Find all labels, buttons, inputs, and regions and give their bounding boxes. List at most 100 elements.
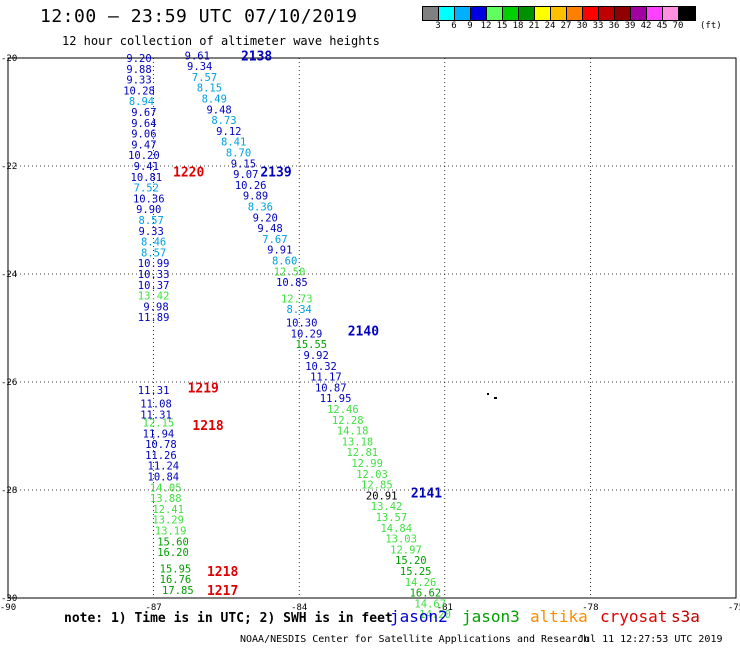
wave-height-value: 8.73 bbox=[211, 115, 236, 127]
wave-height-value: 13.29 bbox=[152, 515, 184, 527]
wave-height-value: 10.26 bbox=[235, 180, 267, 192]
wave-height-value: 12.73 bbox=[281, 293, 313, 305]
wave-height-value: 12.03 bbox=[356, 469, 388, 481]
wave-height-value: 10.28 bbox=[123, 85, 155, 97]
wave-height-value: 20.91 bbox=[366, 490, 398, 502]
wave-height-value: 11.31 bbox=[138, 385, 170, 397]
wave-height-value: 10.29 bbox=[291, 328, 323, 340]
track-label: 1220 bbox=[173, 165, 204, 180]
legend-label: 70 bbox=[672, 21, 684, 31]
wave-height-value: 10.78 bbox=[145, 439, 177, 451]
lon-tick-label: -75 bbox=[728, 603, 740, 613]
wave-height-value: 15.55 bbox=[296, 339, 328, 351]
wave-height-value: 9.89 bbox=[243, 191, 268, 203]
wave-height-value: 11.31 bbox=[140, 409, 172, 421]
wave-height-value: 10.84 bbox=[148, 472, 180, 484]
wave-height-value: 10.37 bbox=[138, 280, 170, 292]
wave-height-value: 9.88 bbox=[126, 64, 151, 76]
wave-height-value: 10.20 bbox=[128, 150, 160, 162]
legend-label: 3 bbox=[435, 21, 441, 31]
wave-height-value: 13.18 bbox=[342, 436, 374, 448]
wave-height-value: 14.18 bbox=[337, 426, 369, 438]
wave-height-value: 11.26 bbox=[145, 450, 177, 462]
wave-height-value: 12.15 bbox=[143, 418, 175, 430]
wave-height-value: 9.33 bbox=[139, 226, 164, 238]
wave-height-value: 9.47 bbox=[131, 139, 156, 151]
wave-height-value: 12.46 bbox=[327, 404, 359, 416]
legend-swatch bbox=[503, 7, 519, 20]
wave-height-value: 8.94 bbox=[129, 96, 154, 108]
wave-height-value: 9.48 bbox=[257, 223, 282, 235]
legend-swatch bbox=[551, 7, 567, 20]
wave-height-value: 9.34 bbox=[187, 61, 212, 73]
wave-height-value: 8.60 bbox=[272, 256, 297, 268]
wave-height-value: 11.89 bbox=[138, 312, 170, 324]
satellite-name: jason2 bbox=[390, 607, 448, 626]
wave-height-value: 12.41 bbox=[152, 504, 184, 516]
track-label: 2139 bbox=[260, 165, 291, 180]
wave-height-value: 10.33 bbox=[138, 269, 170, 281]
lon-tick-label: -81 bbox=[437, 603, 453, 613]
legend-label: 39 bbox=[624, 21, 636, 31]
wave-height-value: 9.98 bbox=[143, 301, 168, 313]
legend-swatch bbox=[439, 7, 455, 20]
satellite-name: altika bbox=[530, 607, 588, 626]
wave-height-value: 12.81 bbox=[346, 447, 378, 459]
lat-tick-label: -30 bbox=[1, 594, 17, 604]
wave-height-value: 11.94 bbox=[143, 428, 175, 440]
wave-height-value: 9.92 bbox=[304, 350, 329, 362]
wave-height-value: 16.20 bbox=[157, 547, 189, 559]
wave-height-value: 10.85 bbox=[276, 277, 308, 289]
wave-height-value: 9.07 bbox=[233, 169, 258, 181]
wave-height-value: 8.57 bbox=[139, 215, 164, 227]
wave-height-value: 8.34 bbox=[287, 304, 312, 316]
legend-swatch bbox=[679, 7, 695, 20]
legend-swatch bbox=[615, 7, 631, 20]
legend-label: 24 bbox=[544, 21, 556, 31]
wave-height-value: 15.60 bbox=[157, 536, 189, 548]
wave-height-value: 16.76 bbox=[160, 574, 192, 586]
wave-height-value: 9.67 bbox=[131, 107, 156, 119]
legend-swatch bbox=[535, 7, 551, 20]
wave-height-value: 9.20 bbox=[253, 212, 278, 224]
wave-height-value: 10.32 bbox=[305, 361, 337, 373]
wave-height-value: 8.41 bbox=[221, 137, 246, 149]
legend-swatch bbox=[567, 7, 583, 20]
wave-height-value: 10.99 bbox=[138, 258, 170, 270]
wave-height-value: 15.95 bbox=[160, 563, 192, 575]
legend-label: 30 bbox=[576, 21, 588, 31]
wave-height-value: 14.84 bbox=[380, 523, 412, 535]
track-label: 1218 bbox=[207, 565, 238, 580]
track-label: 2141 bbox=[411, 487, 442, 502]
lon-tick-label: -90 bbox=[0, 603, 16, 613]
wave-height-value: 8.15 bbox=[197, 83, 222, 95]
island-mark bbox=[494, 397, 497, 399]
wave-height-value: 13.42 bbox=[138, 291, 170, 303]
wave-height-value: 11.95 bbox=[320, 393, 352, 405]
wave-height-value: 13.42 bbox=[371, 501, 403, 513]
wave-height-value: 9.33 bbox=[126, 75, 151, 87]
wave-height-value: 8.70 bbox=[226, 148, 251, 160]
legend-swatch bbox=[487, 7, 503, 20]
legend-swatch bbox=[599, 7, 615, 20]
wave-height-value: 9.12 bbox=[216, 126, 241, 138]
wave-height-value: 14.05 bbox=[150, 482, 182, 494]
satellite-name: jason3 bbox=[462, 607, 520, 626]
legend-label: 36 bbox=[608, 21, 620, 31]
credit-text: NOAA/NESDIS Center for Satellite Applica… bbox=[240, 634, 590, 645]
legend-label: 21 bbox=[528, 21, 540, 31]
wave-height-value: 9.20 bbox=[126, 53, 151, 65]
wave-height-value: 11.08 bbox=[140, 399, 172, 411]
wave-height-value: 9.48 bbox=[206, 104, 231, 116]
track-label: 1217 bbox=[207, 584, 238, 599]
wave-height-value: 9.61 bbox=[185, 50, 210, 62]
wave-height-value: 10.81 bbox=[131, 172, 163, 184]
wave-height-value: 16.62 bbox=[410, 588, 442, 600]
lat-tick-label: -26 bbox=[1, 378, 17, 388]
track-label: 2138 bbox=[241, 49, 272, 64]
wave-height-value: 7.57 bbox=[192, 72, 217, 84]
legend-swatch bbox=[663, 7, 679, 20]
legend-swatch bbox=[647, 7, 663, 20]
legend-label: 18 bbox=[512, 21, 524, 31]
wave-height-value: 12.97 bbox=[390, 544, 422, 556]
